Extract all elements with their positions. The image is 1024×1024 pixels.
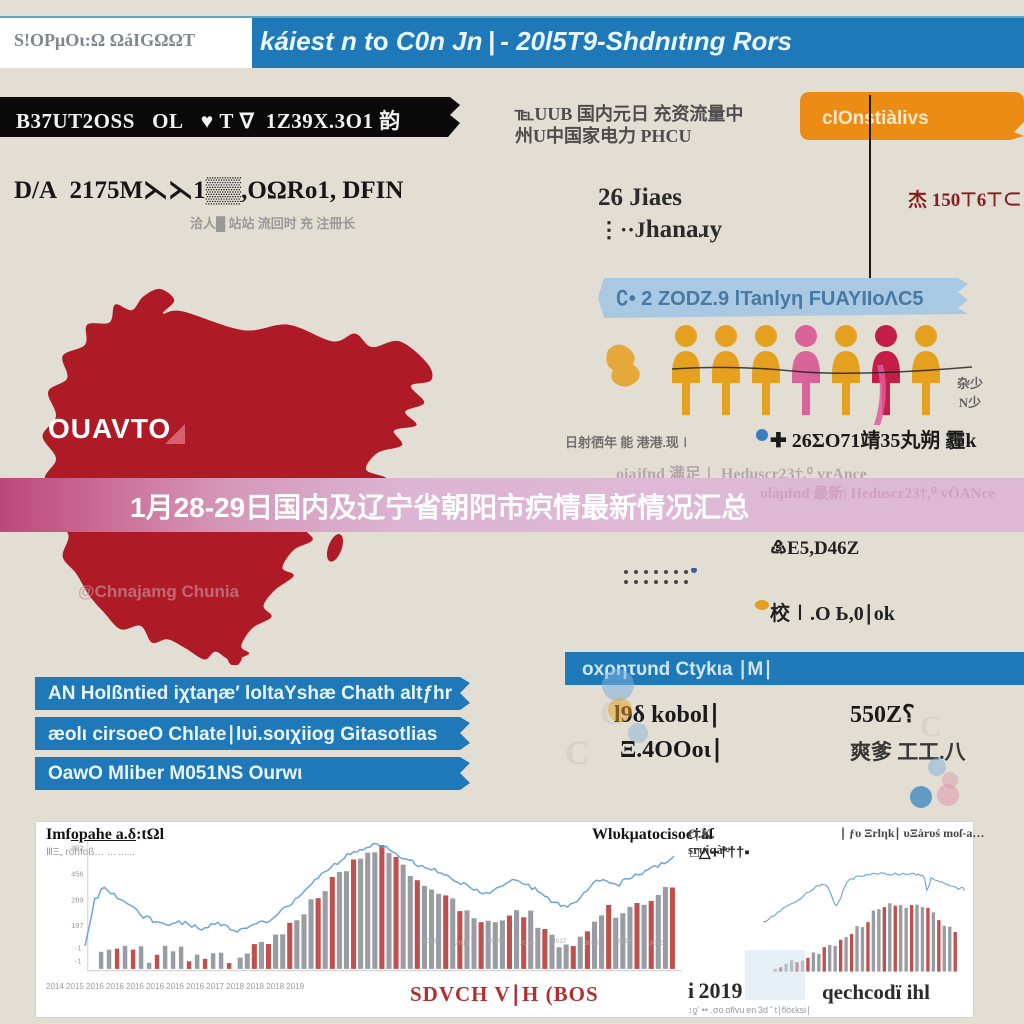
svg-text:2020: 2020 [649, 940, 664, 947]
svg-text:2015: 2015 [487, 938, 502, 945]
svg-text:2013: 2013 [423, 938, 438, 945]
svg-text:289: 289 [71, 895, 83, 904]
svg-text:-1: -1 [75, 956, 82, 965]
svg-text:456: 456 [71, 869, 83, 878]
svg-text:2019: 2019 [617, 938, 632, 945]
svg-text:197: 197 [71, 921, 83, 930]
svg-text:2016: 2016 [520, 940, 535, 947]
svg-text:2017: 2017 [552, 938, 567, 945]
svg-text:-1: -1 [75, 943, 82, 952]
svg-text:2014: 2014 [455, 940, 470, 947]
svg-text:2018: 2018 [585, 940, 600, 947]
svg-text:392: 392 [71, 844, 83, 853]
